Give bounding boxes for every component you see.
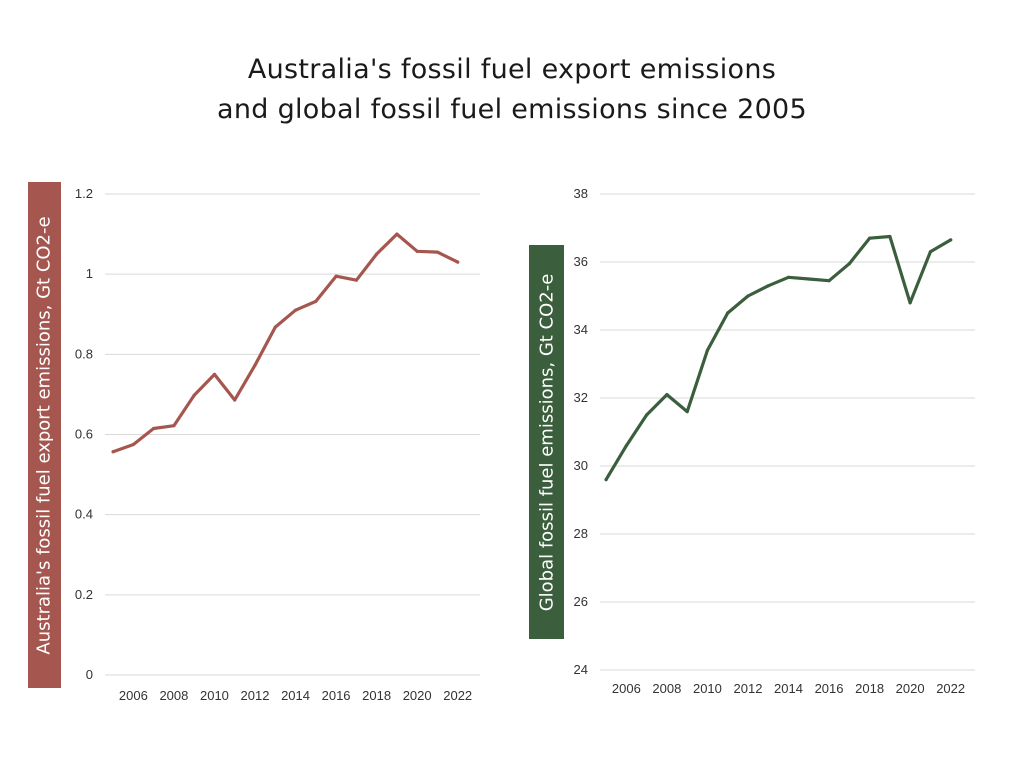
global-x-tick-label: 2008 bbox=[652, 681, 681, 696]
global-data-point bbox=[786, 275, 791, 279]
australia-data-point bbox=[456, 260, 460, 264]
australia-y-tick-label: 1.2 bbox=[75, 186, 93, 201]
global-x-tick-label: 2012 bbox=[734, 681, 763, 696]
global-data-point bbox=[705, 348, 710, 352]
global-x-tick-label: 2014 bbox=[774, 681, 803, 696]
australia-y-tick-label: 1 bbox=[86, 266, 93, 281]
australia-x-tick-label: 2008 bbox=[159, 688, 188, 703]
global-x-tick-label: 2022 bbox=[936, 681, 965, 696]
global-y-tick-label: 34 bbox=[574, 322, 588, 337]
australia-data-point bbox=[314, 299, 318, 304]
global-y-axis-label: Global fossil fuel emissions, Gt CO2-e bbox=[529, 245, 564, 639]
global-data-point bbox=[766, 284, 770, 288]
australia-y-tick-label: 0 bbox=[86, 667, 93, 682]
global-data-point bbox=[624, 444, 628, 448]
australia-y-tick-label: 0.8 bbox=[75, 346, 93, 361]
global-x-tick-label: 2016 bbox=[815, 681, 844, 696]
global-x-tick-label: 2018 bbox=[855, 681, 884, 696]
global-x-tick-label: 2020 bbox=[896, 681, 925, 696]
australia-data-point bbox=[233, 398, 237, 402]
australia-x-tick-label: 2020 bbox=[403, 688, 432, 703]
australia-data-point bbox=[375, 252, 379, 256]
global-data-point bbox=[928, 250, 933, 254]
australia-data-point bbox=[293, 308, 298, 312]
australia-data-point bbox=[172, 424, 176, 428]
global-data-point bbox=[908, 301, 912, 305]
global-y-tick-label: 26 bbox=[574, 594, 588, 609]
global-data-point bbox=[949, 238, 953, 242]
global-data-point bbox=[746, 294, 750, 298]
australia-x-tick-label: 2014 bbox=[281, 688, 310, 703]
chart-title: Australia's fossil fuel export emissions… bbox=[0, 50, 1024, 130]
australia-y-tick-label: 0.4 bbox=[75, 507, 93, 522]
australia-x-tick-label: 2010 bbox=[200, 688, 229, 703]
global-x-tick-label: 2010 bbox=[693, 681, 722, 696]
australia-x-tick-label: 2006 bbox=[119, 688, 148, 703]
global-y-tick-label: 38 bbox=[574, 186, 588, 201]
global-data-point bbox=[888, 234, 892, 239]
australia-data-point bbox=[395, 232, 399, 236]
australia-y-axis-label: Australia's fossil fuel export emissions… bbox=[28, 182, 61, 688]
global-data-point bbox=[726, 311, 730, 315]
chart-title-line-1: Australia's fossil fuel export emissions bbox=[247, 54, 777, 85]
global-data-point bbox=[604, 478, 608, 482]
australia-y-tick-label: 0.2 bbox=[75, 587, 93, 602]
australia-data-point bbox=[111, 450, 115, 454]
australia-data-point bbox=[273, 325, 277, 329]
australia-data-point bbox=[152, 426, 156, 431]
australia-data-point bbox=[334, 274, 338, 278]
global-fossil-emissions-chart: 24 26 28 30 32 34 36 38 2006 2008 2010 2012 2014 2016… bbox=[574, 186, 975, 696]
chart-title-line-2: and global fossil fuel emissions since 2… bbox=[216, 94, 808, 125]
global-data-point bbox=[685, 410, 689, 414]
global-data-point bbox=[645, 413, 649, 417]
australia-data-point bbox=[415, 249, 419, 253]
australia-y-tick-label: 0.6 bbox=[75, 427, 93, 442]
australia-data-point bbox=[253, 363, 257, 367]
global-y-tick-label: 24 bbox=[574, 662, 588, 677]
global-y-tick-label: 36 bbox=[574, 254, 588, 269]
global-y-tick-label: 30 bbox=[574, 458, 588, 473]
australia-series-line bbox=[111, 232, 460, 454]
australia-data-point bbox=[435, 250, 440, 254]
global-data-point bbox=[665, 393, 669, 397]
global-data-point bbox=[827, 279, 831, 283]
global-data-point bbox=[807, 277, 811, 281]
australia-x-tick-label: 2022 bbox=[443, 688, 472, 703]
australia-data-point bbox=[192, 393, 196, 397]
australia-data-point bbox=[212, 372, 217, 376]
global-x-tick-label: 2006 bbox=[612, 681, 641, 696]
australia-data-point bbox=[131, 442, 135, 447]
australia-x-tick-label: 2012 bbox=[241, 688, 270, 703]
global-data-point bbox=[847, 262, 851, 266]
australia-x-tick-label: 2016 bbox=[322, 688, 351, 703]
australia-x-tick-label: 2018 bbox=[362, 688, 391, 703]
global-data-point bbox=[867, 236, 872, 240]
global-y-tick-label: 28 bbox=[574, 526, 588, 541]
global-series-line bbox=[604, 234, 953, 482]
australia-export-emissions-chart: 0 0.2 0.4 0.6 0.8 1 1.2 2006 2008 2010 2012 2014 201… bbox=[75, 186, 480, 703]
global-y-tick-label: 32 bbox=[574, 390, 588, 405]
australia-data-point bbox=[354, 278, 358, 282]
